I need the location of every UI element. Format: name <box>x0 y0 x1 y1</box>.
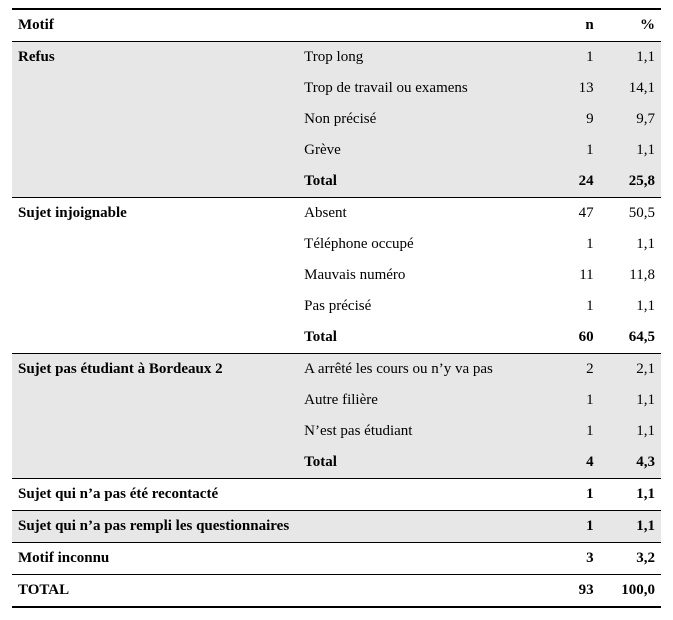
group-row: Grève 1 1,1 <box>12 135 661 166</box>
single-row: Sujet qui n’a pas été recontacté 1 1,1 <box>12 479 661 511</box>
empty-cell <box>12 104 298 135</box>
group-row: Sujet pas étudiant à Bordeaux 2 A arrêté… <box>12 354 661 386</box>
group-label: Sujet pas étudiant à Bordeaux 2 <box>12 354 298 386</box>
n-cell: 11 <box>538 260 599 291</box>
empty-cell <box>12 73 298 104</box>
n-cell: 1 <box>538 42 599 74</box>
group-total-row: Total 60 64,5 <box>12 322 661 354</box>
group-label: Refus <box>12 42 298 74</box>
total-n: 60 <box>538 322 599 354</box>
empty-cell <box>12 447 298 479</box>
grand-total-n: 93 <box>538 575 599 608</box>
pct-cell: 1,1 <box>600 511 661 543</box>
grand-total-pct: 100,0 <box>600 575 661 608</box>
reason-cell: N’est pas étudiant <box>298 416 538 447</box>
empty-cell <box>12 166 298 198</box>
header-n: n <box>538 9 599 42</box>
table-body: Motif n % Refus Trop long 1 1,1 Trop de … <box>12 9 661 607</box>
group-row: N’est pas étudiant 1 1,1 <box>12 416 661 447</box>
group-row: Autre filière 1 1,1 <box>12 385 661 416</box>
single-label: Sujet qui n’a pas rempli les questionnai… <box>12 511 538 543</box>
pct-cell: 2,1 <box>600 354 661 386</box>
total-n: 4 <box>538 447 599 479</box>
pct-cell: 1,1 <box>600 42 661 74</box>
group-row: Pas précisé 1 1,1 <box>12 291 661 322</box>
group-row: Mauvais numéro 11 11,8 <box>12 260 661 291</box>
total-pct: 4,3 <box>600 447 661 479</box>
n-cell: 13 <box>538 73 599 104</box>
n-cell: 2 <box>538 354 599 386</box>
pct-cell: 1,1 <box>600 416 661 447</box>
reason-cell: Pas précisé <box>298 291 538 322</box>
n-cell: 1 <box>538 291 599 322</box>
reason-cell: Absent <box>298 198 538 230</box>
motifs-table: Motif n % Refus Trop long 1 1,1 Trop de … <box>12 8 661 608</box>
reason-cell: Non précisé <box>298 104 538 135</box>
single-row: Sujet qui n’a pas rempli les questionnai… <box>12 511 661 543</box>
table-wrapper: Motif n % Refus Trop long 1 1,1 Trop de … <box>0 0 673 620</box>
group-row: Refus Trop long 1 1,1 <box>12 42 661 74</box>
single-label: Motif inconnu <box>12 543 538 575</box>
single-label: Sujet qui n’a pas été recontacté <box>12 479 538 511</box>
group-row: Téléphone occupé 1 1,1 <box>12 229 661 260</box>
reason-cell: Trop de travail ou examens <box>298 73 538 104</box>
total-n: 24 <box>538 166 599 198</box>
group-row: Non précisé 9 9,7 <box>12 104 661 135</box>
empty-cell <box>12 291 298 322</box>
header-pct: % <box>600 9 661 42</box>
group-row: Sujet injoignable Absent 47 50,5 <box>12 198 661 230</box>
empty-cell <box>12 135 298 166</box>
pct-cell: 1,1 <box>600 291 661 322</box>
group-label: Sujet injoignable <box>12 198 298 230</box>
single-row: Motif inconnu 3 3,2 <box>12 543 661 575</box>
empty-cell <box>12 322 298 354</box>
total-label: Total <box>298 447 538 479</box>
total-label: Total <box>298 166 538 198</box>
total-label: Total <box>298 322 538 354</box>
empty-cell <box>12 385 298 416</box>
n-cell: 47 <box>538 198 599 230</box>
total-pct: 25,8 <box>600 166 661 198</box>
reason-cell: Mauvais numéro <box>298 260 538 291</box>
pct-cell: 11,8 <box>600 260 661 291</box>
grand-total-row: TOTAL 93 100,0 <box>12 575 661 608</box>
n-cell: 1 <box>538 479 599 511</box>
header-motif: Motif <box>12 9 298 42</box>
total-pct: 64,5 <box>600 322 661 354</box>
group-total-row: Total 24 25,8 <box>12 166 661 198</box>
grand-total-label: TOTAL <box>12 575 538 608</box>
pct-cell: 3,2 <box>600 543 661 575</box>
n-cell: 1 <box>538 135 599 166</box>
empty-cell <box>12 260 298 291</box>
reason-cell: Trop long <box>298 42 538 74</box>
empty-cell <box>12 416 298 447</box>
reason-cell: A arrêté les cours ou n’y va pas <box>298 354 538 386</box>
n-cell: 1 <box>538 385 599 416</box>
group-row: Trop de travail ou examens 13 14,1 <box>12 73 661 104</box>
group-total-row: Total 4 4,3 <box>12 447 661 479</box>
pct-cell: 9,7 <box>600 104 661 135</box>
reason-cell: Grève <box>298 135 538 166</box>
reason-cell: Autre filière <box>298 385 538 416</box>
n-cell: 1 <box>538 416 599 447</box>
empty-cell <box>12 229 298 260</box>
pct-cell: 50,5 <box>600 198 661 230</box>
n-cell: 1 <box>538 229 599 260</box>
n-cell: 3 <box>538 543 599 575</box>
pct-cell: 14,1 <box>600 73 661 104</box>
reason-cell: Téléphone occupé <box>298 229 538 260</box>
pct-cell: 1,1 <box>600 479 661 511</box>
pct-cell: 1,1 <box>600 135 661 166</box>
header-spacer <box>298 9 538 42</box>
header-row: Motif n % <box>12 9 661 42</box>
n-cell: 9 <box>538 104 599 135</box>
n-cell: 1 <box>538 511 599 543</box>
pct-cell: 1,1 <box>600 385 661 416</box>
pct-cell: 1,1 <box>600 229 661 260</box>
